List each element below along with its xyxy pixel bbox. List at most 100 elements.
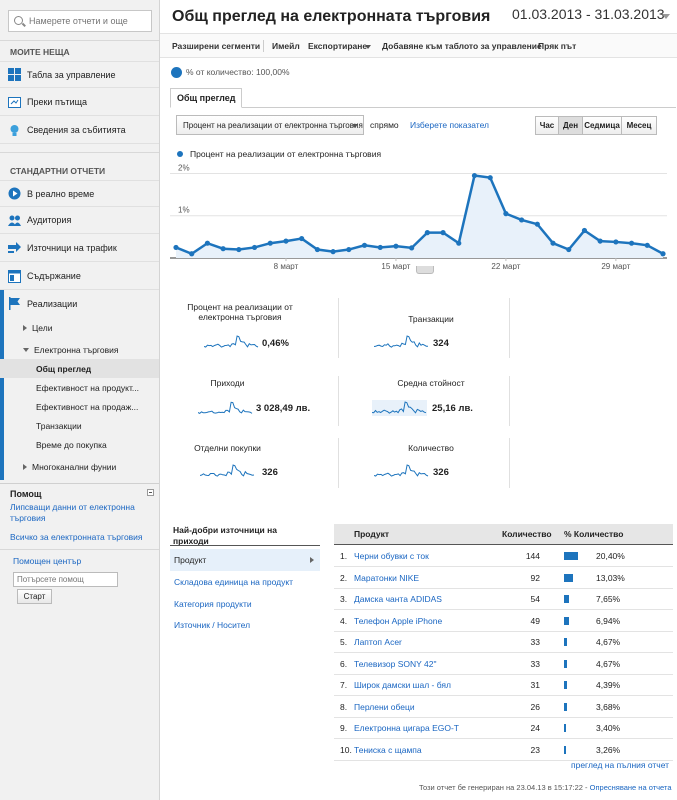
date-range-picker[interactable]: 01.03.2013 - 31.03.2013	[512, 6, 665, 22]
sidebar-item-content[interactable]: Съдържание	[0, 263, 159, 290]
sidebar-item-ecommerce-overview[interactable]: Общ преглед	[0, 359, 159, 378]
sidebar-item-conversions[interactable]: Реализации	[0, 290, 159, 317]
sidebar-item-label: Табла за управление	[27, 69, 116, 80]
period-day-button[interactable]: Ден	[558, 116, 583, 135]
report-search-input[interactable]	[29, 14, 149, 28]
scorecard-quantity[interactable]: Количество 326	[366, 443, 526, 503]
product-link[interactable]: Тениска с щампа	[354, 744, 422, 755]
pct-value: 7,65%	[596, 594, 621, 604]
table-row: 5. Лаптоп Acer 33 4,67%	[334, 631, 673, 653]
quantity-value: 33	[530, 658, 540, 669]
pct-bar	[564, 616, 569, 625]
sidebar-item-multichannel[interactable]: Многоканални фунии	[0, 457, 159, 476]
sidebar-item-transactions[interactable]: Транзакции	[36, 420, 82, 431]
quantity-value: 54	[530, 594, 540, 604]
chevron-down-icon[interactable]	[365, 45, 371, 49]
scorecard-title: Отделни покупки	[194, 443, 261, 453]
scorecard-revenue[interactable]: Приходи 3 028,49 лв.	[170, 378, 330, 438]
scorecard-transactions[interactable]: Транзакции 324	[366, 302, 526, 362]
pct-bar	[564, 552, 578, 560]
product-link[interactable]: Перлени обеци	[354, 701, 415, 712]
help-link-missing-data[interactable]: Липсващи данни от електронна търговия	[10, 502, 135, 523]
data-point	[314, 246, 320, 253]
product-link[interactable]: Електронна цигара EGO-T	[354, 723, 459, 733]
data-point	[204, 240, 211, 246]
active-section-indicator	[0, 290, 4, 480]
sidebar-item-label: Реализации	[27, 298, 78, 309]
dimension-sku[interactable]: Складова единица на продукт	[174, 577, 294, 587]
sidebar-item-realtime[interactable]: В реално време	[0, 180, 159, 207]
chart-legend: Процент на реализации от електронна търг…	[177, 149, 381, 159]
scorecard-unique-purchases[interactable]: Отделни покупки 326	[170, 443, 330, 503]
scorecard-title: Процент на реализации от електронна търг…	[187, 302, 293, 322]
pct-bar	[564, 595, 569, 603]
help-link-about-ecommerce[interactable]: Всичко за електронната търговия	[10, 532, 143, 542]
minimize-help-icon[interactable]	[147, 489, 154, 496]
product-link[interactable]: Дамска чанта ADIDAS	[354, 594, 442, 604]
help-center-link[interactable]: Помощен център	[13, 556, 82, 566]
product-link[interactable]: Широк дамски шал - бял	[354, 680, 451, 690]
data-point	[236, 246, 242, 253]
my-stuff-heading: МОИТЕ НЕЩА	[10, 47, 70, 57]
period-hour-button[interactable]: Час	[535, 116, 559, 135]
chart-resize-handle[interactable]	[416, 266, 434, 274]
shortcut-icon	[8, 96, 21, 108]
advanced-segments-button[interactable]: Разширени сегменти	[172, 41, 261, 51]
sidebar-item-dashboards[interactable]: Табла за управление	[0, 61, 159, 88]
x-tick-label: 22 март	[491, 262, 520, 270]
shortcut-button[interactable]: Пряк път	[538, 41, 577, 51]
legend-series-label: Процент на реализации от електронна търг…	[190, 149, 382, 159]
product-link[interactable]: Лаптоп Acer	[354, 637, 402, 647]
add-to-dashboard-button[interactable]: Добавяне към таблото за управление	[382, 41, 542, 51]
data-point	[424, 230, 430, 236]
full-report-link[interactable]: преглед на пълния отчет	[571, 760, 670, 770]
quantity-value: 49	[530, 615, 540, 626]
toolbar-divider	[263, 40, 264, 52]
generated-text: Този отчет бе генериран на 23.04.13 в 15…	[419, 783, 590, 792]
help-search-input[interactable]	[13, 572, 118, 587]
help-start-button[interactable]: Старт	[17, 589, 52, 604]
sidebar-item-intelligence[interactable]: Сведения за събитията	[0, 117, 159, 144]
email-button[interactable]: Имейл	[272, 41, 300, 51]
chevron-down-icon[interactable]	[662, 14, 670, 19]
sidebar-item-label: Цели	[32, 322, 53, 333]
expand-arrow-icon	[23, 463, 27, 470]
report-search[interactable]	[8, 10, 152, 32]
product-link[interactable]: Черни обувки с ток	[354, 551, 429, 561]
product-link[interactable]: Телевизор SONY 42"	[354, 658, 437, 669]
quantity-value: 26	[530, 701, 540, 712]
refresh-report-link[interactable]: Опресняване на отчета	[589, 783, 672, 792]
export-button[interactable]: Експортиране	[308, 41, 368, 51]
sidebar-item-shortcuts[interactable]: Преки пътища	[0, 89, 159, 116]
table-row: 3. Дамска чанта ADIDAS 54 7,65%	[334, 588, 673, 610]
row-number: 10.	[340, 744, 352, 755]
sidebar-item-ecommerce[interactable]: Електронна търговия	[0, 340, 159, 359]
sidebar-item-traffic[interactable]: Източници на трафик	[0, 235, 159, 262]
sidebar-item-label: Електронна търговия	[34, 344, 119, 355]
sidebar-item-label: Аудитория	[27, 215, 72, 225]
dimension-product[interactable]: Продукт	[170, 549, 320, 571]
dimension-source-medium[interactable]: Източник / Носител	[174, 620, 251, 630]
sparkline-path	[200, 464, 255, 477]
pie-icon	[171, 66, 182, 78]
line-chart[interactable]: 2% 1% 8 март 15 март 22 март 29 март	[170, 160, 667, 270]
data-point	[251, 244, 258, 251]
row-number: 6.	[340, 658, 348, 669]
dimension-category[interactable]: Категория продукти	[174, 599, 252, 609]
metric-select[interactable]: Процент на реализации от електронна търг…	[176, 115, 364, 135]
product-link[interactable]: Телефон Apple iPhone	[354, 615, 443, 626]
sidebar-item-time-to-purchase[interactable]: Време до покупка	[36, 439, 107, 450]
sidebar-item-goals[interactable]: Цели	[0, 318, 159, 337]
sidebar-item-product-performance[interactable]: Ефективност на продукт...	[36, 382, 140, 393]
sparkline	[372, 400, 427, 416]
period-week-button[interactable]: Седмица	[582, 116, 622, 135]
scorecard-conversion-rate[interactable]: Процент на реализации от електронна търг…	[170, 302, 330, 362]
scorecard-avg-value[interactable]: Средна стойност 25,16 лв.	[366, 378, 526, 438]
scorecard-title: Средна стойност	[397, 378, 465, 388]
sidebar-item-audience[interactable]: Аудитория	[0, 207, 159, 234]
product-link[interactable]: Маратонки NIKE	[354, 572, 420, 583]
tab-overview[interactable]: Общ преглед	[170, 88, 242, 108]
sidebar-item-sales-performance[interactable]: Ефективност на продаж...	[36, 401, 139, 412]
choose-metric-link[interactable]: Изберете показател	[410, 120, 489, 130]
period-month-button[interactable]: Месец	[621, 116, 657, 135]
